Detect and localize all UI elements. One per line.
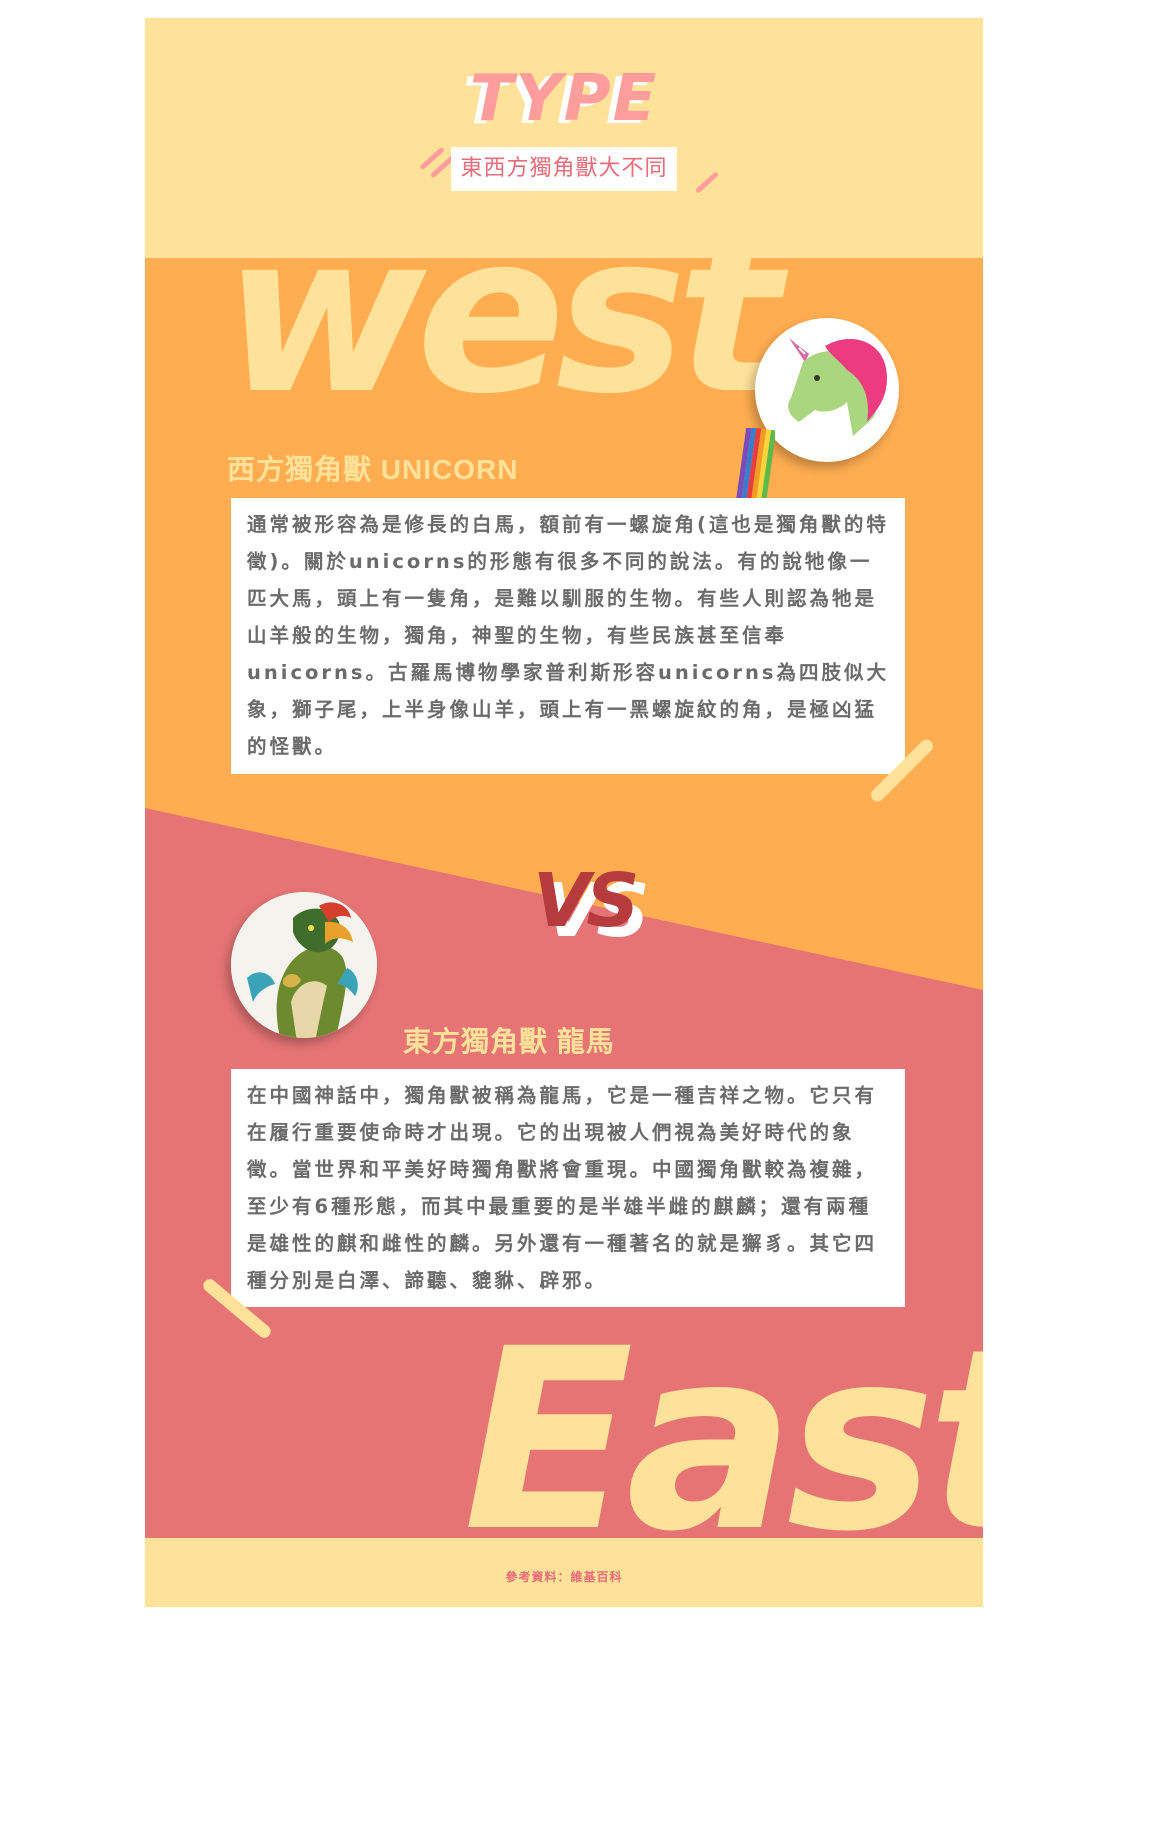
unicorn-avatar bbox=[755, 318, 899, 462]
page-title: TYPE bbox=[469, 62, 659, 136]
page-subtitle: 東西方獨角獸大不同 bbox=[460, 156, 668, 181]
infographic-panel: west East TYPE 東西方獨角獸大不同 西方獨角獸 UNICORN 通… bbox=[145, 18, 983, 1607]
west-big-word: west bbox=[223, 186, 782, 442]
source-footer: 參考資料：維基百科 bbox=[505, 1570, 623, 1584]
west-description-card: 通常被形容為是修長的白馬，額前有一螺旋角(這也是獨角獸的特徵)。關於unicor… bbox=[231, 498, 905, 774]
vs-label: VS bbox=[533, 858, 640, 944]
dragon-horse-icon bbox=[231, 892, 377, 1038]
west-description-text: 通常被形容為是修長的白馬，額前有一螺旋角(這也是獨角獸的特徵)。關於unicor… bbox=[247, 513, 890, 758]
dragon-avatar bbox=[231, 892, 377, 1038]
unicorn-head-rainbow-icon bbox=[788, 338, 887, 436]
subtitle-box bbox=[451, 147, 677, 191]
east-description-text: 在中國神話中，獨角獸被稱為龍馬，它是一種吉祥之物。它只有在履行重要使命時才出現。… bbox=[247, 1084, 878, 1292]
east-description-card: 在中國神話中，獨角獸被稱為龍馬，它是一種吉祥之物。它只有在履行重要使命時才出現。… bbox=[231, 1069, 905, 1307]
east-heading: 東方獨角獸 龍馬 bbox=[403, 1026, 615, 1057]
east-big-word: East bbox=[463, 1295, 983, 1586]
west-heading: 西方獨角獸 UNICORN bbox=[227, 454, 519, 485]
rainbow-icon bbox=[735, 428, 775, 504]
